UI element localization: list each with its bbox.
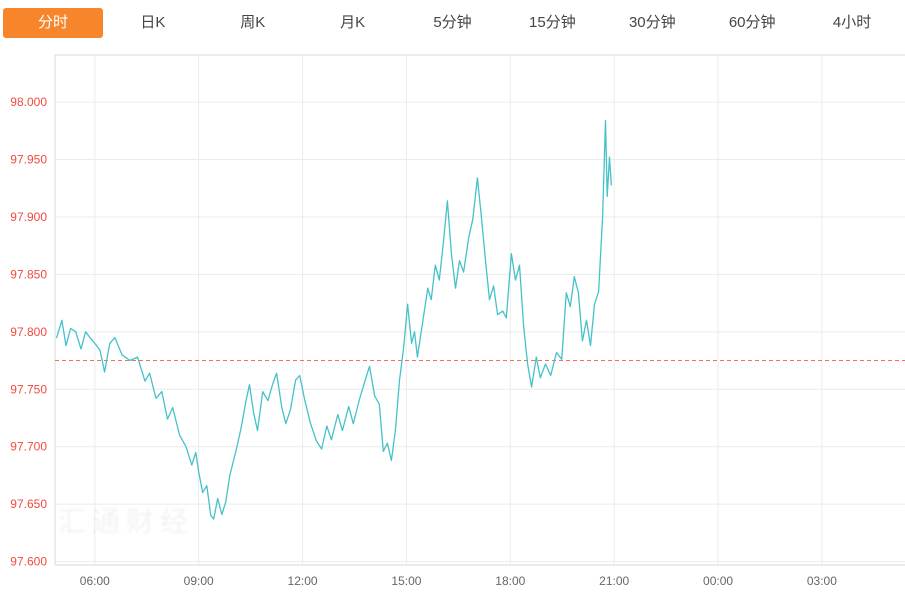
svg-text:12:00: 12:00 [288,574,318,588]
svg-text:00:00: 00:00 [703,574,733,588]
tab-60min[interactable]: 60分钟 [728,13,776,31]
tab-4hour[interactable]: 4小时 [832,13,872,31]
chart-area: 98.000 97.950 97.900 97.850 97.800 97.750 97.7… [0,45,905,594]
tab-time-share[interactable]: 分时 [3,7,103,38]
svg-text:97.800: 97.800 [10,325,47,339]
svg-text:09:00: 09:00 [184,574,214,588]
svg-text:97.600: 97.600 [10,555,47,569]
tab-week-k[interactable]: 周K [240,13,266,31]
svg-text:97.850: 97.850 [10,267,47,281]
svg-text:97.650: 97.650 [10,497,47,511]
tab-5min[interactable]: 5分钟 [433,13,472,31]
svg-text:21:00: 21:00 [599,574,629,588]
svg-text:06:00: 06:00 [80,574,110,588]
svg-text:18:00: 18:00 [495,574,525,588]
svg-text:97.950: 97.950 [10,153,47,167]
svg-text:03:00: 03:00 [807,574,837,588]
interval-tabbar: 分时 日K 周K 月K 5分钟 15分钟 30分钟 60分钟 4小时 [0,0,905,45]
tab-15min[interactable]: 15分钟 [529,13,576,31]
svg-text:97.750: 97.750 [10,382,47,396]
svg-text:97.700: 97.700 [10,440,47,454]
svg-text:97.900: 97.900 [10,210,47,224]
tab-month-k[interactable]: 月K [340,13,366,31]
price-line-chart[interactable]: 98.000 97.950 97.900 97.850 97.800 97.750 97.7… [0,45,905,594]
svg-text:15:00: 15:00 [391,574,421,588]
svg-text:98.000: 98.000 [10,95,47,109]
tab-30min[interactable]: 30分钟 [628,13,676,31]
tab-day-k[interactable]: 日K [140,13,166,31]
